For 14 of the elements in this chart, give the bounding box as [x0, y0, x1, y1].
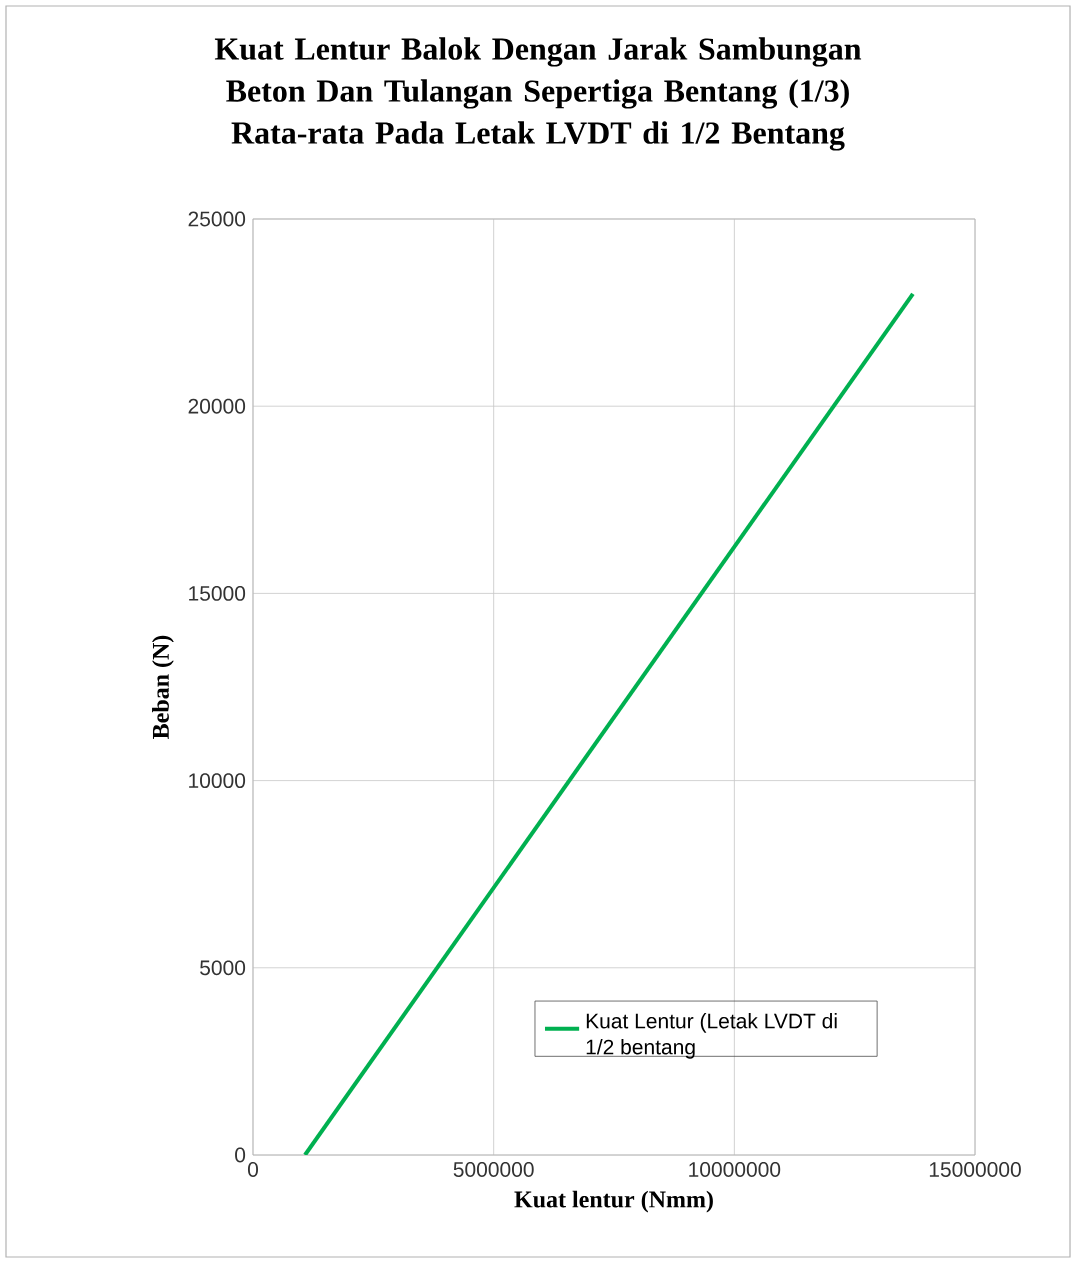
- y-axis-title: Beban (N): [152, 635, 174, 739]
- x-tick-label: 10000000: [689, 1162, 781, 1177]
- y-tick-label: 20000: [188, 398, 246, 414]
- chart-title: Kuat Lentur Balok Dengan Jarak Sambungan Beton Dan Tulangan Sepertiga Bentang (1/3) Rata-rata Pada Letak LVDT di 1/2 Bentang: [214, 37, 862, 151]
- x-tick-label: 0: [247, 1162, 259, 1177]
- legend-label: Kuat Lentur (Letak LVDT di 1/2 bentang: [586, 1013, 837, 1059]
- x-tick-label: 5000000: [453, 1162, 534, 1177]
- y-tick-label: 0: [235, 1147, 246, 1163]
- y-tick-label: 5000: [200, 960, 246, 976]
- y-tick-label: 10000: [189, 773, 246, 789]
- x-axis-title: Kuat lentur (Nmm): [514, 1190, 713, 1213]
- x-tick-label: 15000000: [929, 1162, 1021, 1177]
- y-tick-label: 25000: [188, 211, 246, 227]
- y-tick-label: 15000: [189, 585, 246, 601]
